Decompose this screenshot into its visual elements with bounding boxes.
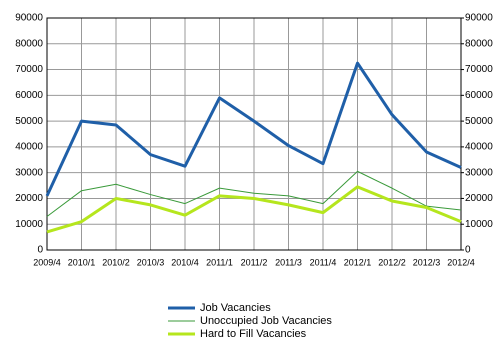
x-tick-label: 2010/4: [171, 257, 199, 267]
y2-tick-label: 0: [465, 245, 471, 256]
y-tick-label: 40000: [15, 142, 43, 153]
y-tick-label: 60000: [15, 90, 43, 101]
x-tick-label: 2011/3: [275, 257, 302, 267]
x-tick-label: 2012/4: [447, 257, 475, 267]
x-tick-label: 2009/4: [33, 257, 61, 267]
y-tick-label: 20000: [15, 193, 43, 204]
series-line: [45, 61, 462, 197]
y2-tick-label: 80000: [465, 38, 493, 49]
x-tick-label: 2010/2: [102, 257, 130, 267]
y2-tick-label: 40000: [465, 142, 493, 153]
series-line: [46, 185, 462, 234]
y-tick-label: 50000: [15, 116, 43, 127]
y-tick-label: 80000: [15, 38, 43, 49]
y2-tick-label: 60000: [465, 90, 493, 101]
plot-frame: [46, 17, 462, 251]
legend-label: Hard to Fill Vacancies: [200, 328, 307, 340]
series-line: [46, 170, 462, 217]
y2-tick-label: 20000: [465, 193, 493, 204]
y2-tick-label: 10000: [465, 219, 493, 230]
x-tick-label: 2012/2: [378, 257, 406, 267]
x-tick-label: 2010/1: [68, 257, 96, 267]
y2-tick-label: 30000: [465, 167, 493, 178]
y-tick-label: 30000: [15, 167, 43, 178]
x-tick-label: 2011/2: [241, 257, 268, 267]
legend-label: Job Vacancies: [200, 302, 271, 314]
x-tick-label: 2012/1: [344, 257, 372, 267]
y2-tick-label: 50000: [465, 116, 493, 127]
x-tick-label: 2011/4: [310, 257, 337, 267]
x-tick-label: 2011/1: [206, 257, 233, 267]
y-tick-label: 70000: [15, 64, 43, 75]
y2-tick-label: 90000: [465, 13, 493, 24]
x-tick-label: 2012/3: [413, 257, 441, 267]
legend-label: Unoccupied Job Vacancies: [200, 315, 332, 327]
y-tick-label: 10000: [15, 219, 43, 230]
y2-tick-label: 70000: [465, 64, 493, 75]
y-tick-label: 0: [37, 245, 43, 256]
x-tick-label: 2010/3: [137, 257, 165, 267]
y-tick-label: 90000: [15, 13, 43, 24]
